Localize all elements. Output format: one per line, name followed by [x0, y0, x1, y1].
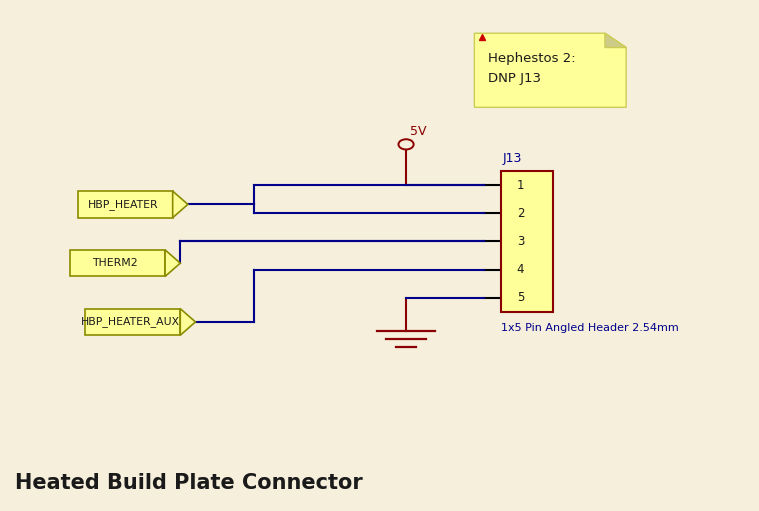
Text: Hephestos 2:
DNP J13: Hephestos 2: DNP J13 [488, 52, 575, 85]
Polygon shape [474, 33, 626, 107]
Text: HBP_HEATER_AUX: HBP_HEATER_AUX [81, 316, 180, 328]
FancyBboxPatch shape [501, 171, 553, 312]
Text: J13: J13 [502, 152, 522, 165]
Polygon shape [173, 191, 188, 218]
Circle shape [398, 139, 414, 149]
Text: 5: 5 [517, 291, 524, 304]
Polygon shape [181, 309, 196, 335]
FancyBboxPatch shape [70, 250, 165, 276]
Text: 2: 2 [517, 207, 524, 220]
Text: 1x5 Pin Angled Header 2.54mm: 1x5 Pin Angled Header 2.54mm [501, 323, 679, 333]
Text: 1: 1 [517, 179, 524, 192]
FancyBboxPatch shape [78, 191, 173, 218]
Text: THERM2: THERM2 [93, 258, 138, 268]
Text: HBP_HEATER: HBP_HEATER [87, 199, 159, 210]
Text: 3: 3 [517, 235, 524, 248]
Text: Heated Build Plate Connector: Heated Build Plate Connector [15, 473, 363, 493]
Polygon shape [165, 250, 181, 276]
Polygon shape [605, 33, 626, 48]
FancyBboxPatch shape [85, 309, 181, 335]
Text: 4: 4 [517, 263, 524, 276]
Text: 5V: 5V [410, 125, 427, 138]
